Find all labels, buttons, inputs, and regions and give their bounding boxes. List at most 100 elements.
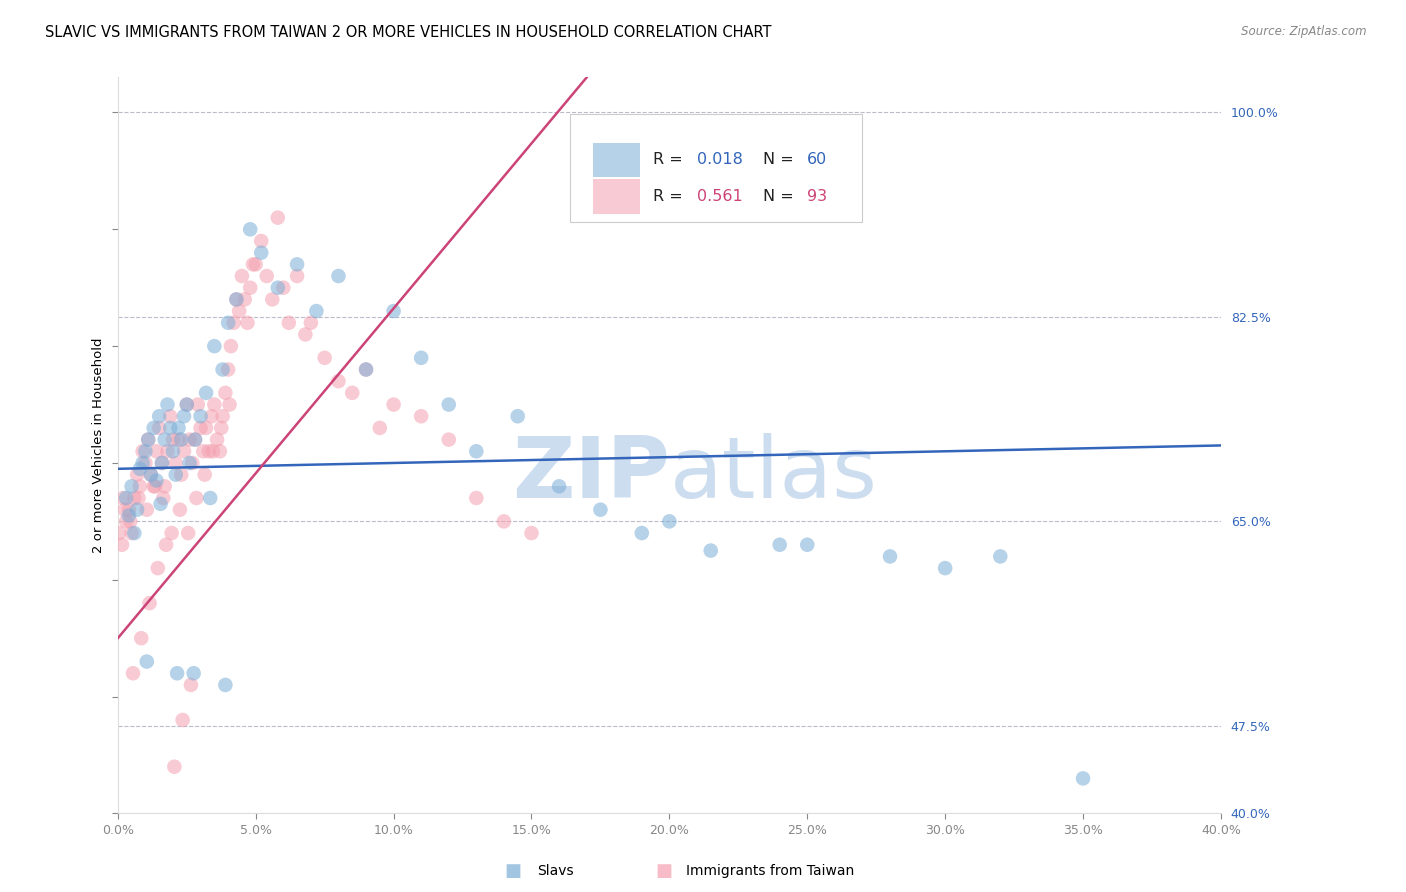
Point [170, 433, 193, 447]
Point [153, 433, 176, 447]
Point [506, 409, 529, 424]
Point [134, 456, 156, 470]
Point [160, 526, 183, 541]
Point [233, 293, 256, 307]
Point [200, 409, 222, 424]
Point [242, 257, 264, 271]
Point [202, 398, 225, 412]
Point [195, 385, 218, 400]
Point [465, 444, 488, 458]
Point [277, 316, 299, 330]
Point [115, 515, 138, 529]
Point [165, 467, 187, 482]
Point [163, 760, 186, 774]
Point [769, 538, 792, 552]
Point [156, 398, 179, 412]
Point [202, 339, 225, 353]
Point [796, 538, 818, 552]
Text: 0.018: 0.018 [697, 153, 742, 168]
Point [162, 444, 184, 458]
Point [988, 549, 1011, 564]
Point [173, 409, 195, 424]
Point [166, 666, 188, 681]
Point [134, 444, 156, 458]
Point [165, 456, 187, 470]
Text: atlas: atlas [669, 434, 877, 516]
Point [136, 433, 159, 447]
Point [131, 456, 153, 470]
Text: SLAVIC VS IMMIGRANTS FROM TAIWAN 2 OR MORE VEHICLES IN HOUSEHOLD CORRELATION CHA: SLAVIC VS IMMIGRANTS FROM TAIWAN 2 OR MO… [45, 25, 772, 40]
Point [267, 281, 290, 295]
Point [179, 433, 201, 447]
Point [700, 543, 723, 558]
Point [114, 502, 136, 516]
Point [214, 678, 236, 692]
Point [382, 398, 405, 412]
Point [239, 222, 262, 236]
Point [112, 491, 135, 505]
Point [118, 502, 141, 516]
Point [148, 409, 170, 424]
Point [180, 678, 202, 692]
Point [211, 409, 233, 424]
Point [173, 444, 195, 458]
Point [169, 502, 191, 516]
Point [181, 456, 204, 470]
Point [219, 339, 242, 353]
Text: ■: ■ [505, 862, 522, 880]
Point [411, 409, 433, 424]
Point [194, 467, 217, 482]
Point [879, 549, 901, 564]
Point [328, 268, 350, 283]
Point [177, 526, 200, 541]
Point [368, 421, 391, 435]
Point [548, 479, 571, 493]
Point [314, 351, 336, 365]
Point [250, 245, 273, 260]
Point [183, 666, 205, 681]
Point [186, 491, 208, 505]
Text: 60: 60 [807, 153, 828, 168]
Point [217, 316, 239, 330]
Point [187, 398, 209, 412]
Point [148, 421, 170, 435]
Point [139, 467, 162, 482]
Point [149, 497, 172, 511]
Point [201, 444, 224, 458]
Text: Source: ZipAtlas.com: Source: ZipAtlas.com [1241, 25, 1367, 38]
Point [179, 456, 201, 470]
Point [184, 433, 207, 447]
Point [108, 526, 131, 541]
Point [492, 515, 515, 529]
Point [382, 304, 405, 318]
Point [152, 491, 174, 505]
Point [200, 491, 222, 505]
Point [120, 515, 142, 529]
Point [135, 655, 157, 669]
Point [127, 467, 149, 482]
Point [217, 362, 239, 376]
Point [118, 508, 141, 523]
Point [142, 421, 165, 435]
Point [231, 268, 253, 283]
Point [136, 433, 159, 447]
FancyBboxPatch shape [593, 143, 640, 178]
Point [437, 433, 460, 447]
Point [228, 304, 250, 318]
Text: N =: N = [763, 153, 799, 168]
Point [184, 433, 207, 447]
Point [129, 631, 152, 645]
Point [437, 398, 460, 412]
Point [239, 281, 262, 295]
Point [256, 268, 278, 283]
Point [205, 433, 228, 447]
Point [142, 479, 165, 493]
Point [145, 444, 167, 458]
Point [328, 374, 350, 388]
Point [354, 362, 377, 376]
Point [127, 502, 149, 516]
Point [167, 421, 190, 435]
Point [131, 444, 153, 458]
Point [342, 385, 364, 400]
Point [271, 281, 294, 295]
